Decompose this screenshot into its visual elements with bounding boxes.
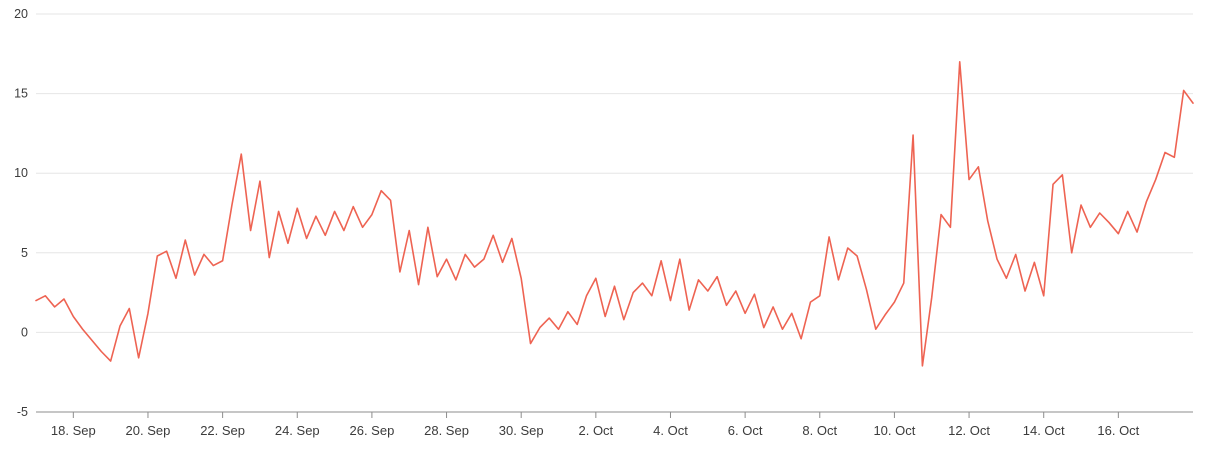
x-axis-tick-label: 12. Oct <box>948 423 990 438</box>
x-axis-tick-label: 14. Oct <box>1023 423 1065 438</box>
y-axis-tick-label: -5 <box>17 405 28 419</box>
y-axis-tick-label: 15 <box>14 87 28 101</box>
y-axis-tick-label: 10 <box>14 166 28 180</box>
x-axis-tick-label: 10. Oct <box>873 423 915 438</box>
x-axis-tick-label: 22. Sep <box>200 423 245 438</box>
x-axis-tick-label: 24. Sep <box>275 423 320 438</box>
x-axis-tick-label: 6. Oct <box>728 423 763 438</box>
x-axis-tick-label: 28. Sep <box>424 423 469 438</box>
x-axis-tick-label: 30. Sep <box>499 423 544 438</box>
y-axis-tick-label: 20 <box>14 7 28 21</box>
y-axis-tick-label: 0 <box>21 325 28 339</box>
x-axis-tick-label: 8. Oct <box>802 423 837 438</box>
x-axis-tick-label: 20. Sep <box>126 423 171 438</box>
x-axis-tick-label: 18. Sep <box>51 423 96 438</box>
x-axis-tick-label: 4. Oct <box>653 423 688 438</box>
temperature-series-line <box>35 60 1194 367</box>
x-axis-tick-label: 2. Oct <box>578 423 613 438</box>
y-axis-tick-label: 5 <box>21 246 28 260</box>
x-axis-tick-label: 26. Sep <box>349 423 394 438</box>
x-axis-tick-label: 16. Oct <box>1097 423 1139 438</box>
